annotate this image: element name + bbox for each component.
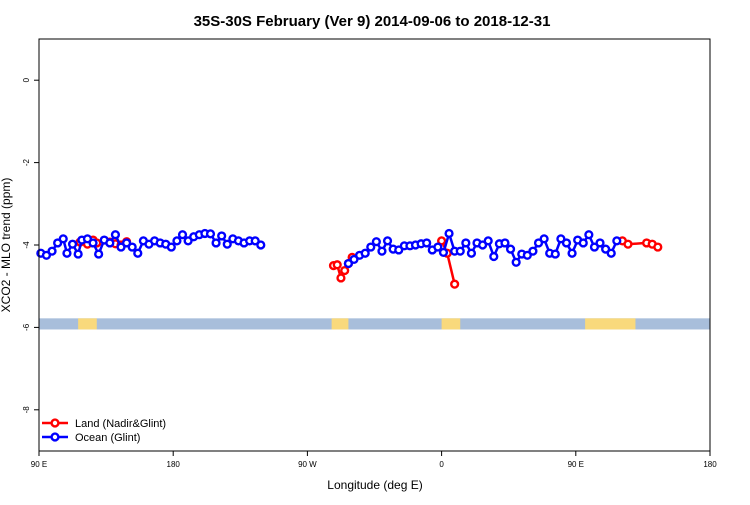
ocean-data-point — [561, 238, 572, 248]
x-axis-label: Longitude (deg E) — [327, 478, 422, 492]
ocean-data-point — [67, 239, 78, 249]
y-tick-label: -8 — [22, 406, 31, 414]
legend-label: Land (Nadir&Glint) — [75, 418, 166, 430]
ocean-data-point — [256, 240, 266, 250]
ocean-data-point — [489, 251, 499, 262]
legend-label: Ocean (Glint) — [75, 432, 140, 444]
ocean-data-point — [505, 244, 516, 254]
y-tick-label: -4 — [22, 241, 31, 249]
x-tick-label: 90 E — [31, 460, 47, 469]
ocean-data-point — [47, 246, 57, 256]
ocean-data-point — [58, 234, 68, 244]
ocean-data-point — [584, 230, 594, 240]
ocean-data-point — [422, 238, 432, 248]
land-mass — [78, 318, 97, 330]
ocean-data-point — [606, 248, 616, 258]
chart-title: 35S-30S February (Ver 9) 2014-09-06 to 2… — [194, 13, 551, 30]
ocean-data-point — [438, 247, 449, 258]
ocean-data-point — [612, 236, 622, 246]
ocean-data-point — [578, 238, 588, 248]
ocean-data-point — [550, 249, 560, 259]
ocean-data-point — [371, 237, 381, 247]
ocean-data-point — [444, 228, 454, 239]
y-tick-label: -2 — [22, 158, 31, 166]
land-mass — [585, 318, 636, 330]
ocean-data-point — [500, 238, 510, 248]
ocean-data-point — [110, 230, 121, 240]
ocean-data-point — [595, 238, 605, 248]
y-axis-label: XCO2 - MLO trend (ppm) — [0, 178, 13, 313]
ocean-data-point — [105, 238, 115, 248]
land-data-point — [336, 273, 346, 283]
ocean-data-point — [177, 230, 188, 240]
x-tick-label: 180 — [703, 460, 717, 469]
x-tick-label: 180 — [167, 460, 181, 469]
ocean-data-point — [539, 234, 549, 244]
ocean-data-point — [88, 238, 98, 248]
ocean-data-point — [73, 249, 83, 259]
plot-area — [36, 228, 710, 330]
ocean-data-point — [360, 248, 370, 258]
ocean-data-point — [211, 238, 221, 248]
ocean-band — [39, 318, 710, 330]
ocean-data-point — [166, 242, 176, 252]
ocean-data-point — [366, 242, 376, 252]
ocean-data-point — [217, 231, 227, 241]
ocean-data-point — [382, 236, 393, 246]
ocean-data-point — [528, 246, 538, 256]
ocean-data-point — [172, 236, 182, 246]
ocean-data-point — [62, 248, 72, 258]
x-tick-label: 0 — [439, 460, 444, 469]
land-data-point — [340, 265, 350, 276]
legend-swatch-marker — [50, 432, 60, 442]
ocean-data-point — [511, 257, 521, 267]
x-tick-label: 90 W — [298, 460, 317, 469]
legend: Land (Nadir&Glint) Ocean (Glint) — [42, 418, 166, 444]
land-data-point — [653, 242, 663, 252]
ocean-data-point — [222, 239, 232, 249]
ocean-data-point — [205, 229, 216, 239]
land-data-point — [450, 279, 460, 289]
ocean-data-point — [377, 246, 387, 256]
land-data-point — [623, 239, 633, 249]
x-tick-label: 90 E — [568, 460, 584, 469]
ocean-data-point — [567, 248, 577, 258]
legend-swatch-marker — [50, 418, 60, 428]
ocean-data-point — [433, 242, 443, 252]
land-data-point — [437, 236, 447, 246]
y-tick-label: -6 — [22, 323, 31, 331]
ocean-data-point — [133, 248, 143, 258]
y-tick-label: 0 — [22, 77, 31, 82]
land-mass — [441, 318, 461, 330]
land-mass — [331, 318, 349, 330]
ocean-data-point — [455, 246, 465, 256]
ocean-data-point — [127, 242, 137, 252]
ocean-data-point — [94, 249, 104, 259]
ocean-data-point — [483, 236, 493, 246]
ocean-data-point — [466, 248, 477, 258]
land-data-point — [332, 260, 342, 270]
ocean-data-point — [461, 238, 471, 248]
